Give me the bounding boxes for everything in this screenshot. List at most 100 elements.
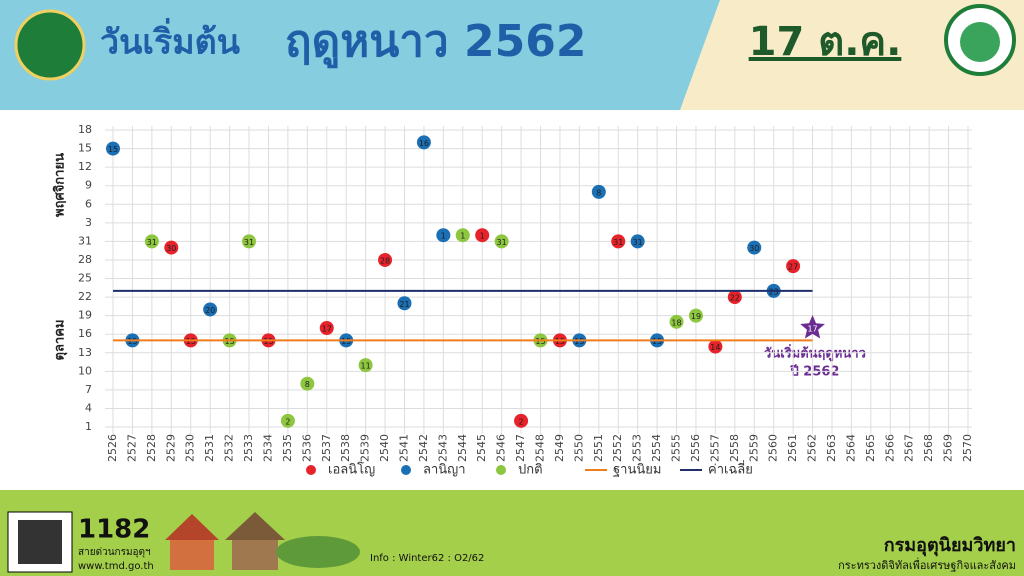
hut-roof: [225, 512, 285, 540]
x-tick-label: 2534: [261, 434, 274, 462]
x-tick-label: 2545: [475, 434, 488, 462]
x-tick-label: 2529: [164, 434, 177, 462]
data-label: 30: [166, 244, 176, 253]
data-label: 1: [480, 232, 485, 241]
y-tick-label: 25: [78, 272, 92, 285]
y-tick-label: 15: [78, 142, 92, 155]
legend-swatch: [401, 465, 411, 475]
website: www.tmd.go.th: [78, 561, 154, 572]
chart-panel: [38, 110, 986, 488]
y-tick-label: 4: [85, 401, 92, 414]
dot: [475, 228, 490, 243]
legend-swatch: [306, 465, 316, 475]
data-label: 15: [108, 145, 118, 154]
x-tick-label: 2567: [903, 434, 916, 462]
y-tick-label: 16: [78, 327, 92, 340]
data-label: 21: [399, 300, 409, 309]
legend-label: ฐานนิยม: [613, 463, 661, 478]
house-roof: [165, 514, 219, 540]
bushes: [276, 536, 360, 568]
y-tick-label: 31: [78, 234, 92, 247]
y-tick-label: 10: [78, 364, 92, 377]
data-label: 16: [419, 139, 429, 148]
title-main: ฤดูหนาว 2562: [285, 16, 587, 68]
x-tick-label: 2540: [378, 434, 391, 462]
dot: [514, 413, 529, 428]
dot: [280, 413, 295, 428]
legend-label: ปกติ: [518, 463, 543, 478]
y-tick-label: 22: [78, 290, 92, 303]
x-tick-label: 2548: [534, 434, 547, 462]
qr-pattern: [18, 520, 62, 564]
hotline-label: สายด่วนกรมอุตุฯ: [78, 547, 151, 558]
x-tick-label: 2560: [767, 434, 780, 462]
dot: [494, 234, 509, 249]
x-tick-label: 2543: [436, 434, 449, 462]
y-tick-label: 9: [85, 179, 92, 192]
dot: [688, 308, 703, 323]
data-label: 8: [596, 188, 601, 197]
y-tick-label: 18: [78, 123, 92, 136]
dot: [436, 228, 451, 243]
x-tick-label: 2561: [786, 434, 799, 462]
data-label: 31: [613, 238, 623, 247]
data-label: 27: [788, 263, 798, 272]
data-label: 8: [305, 380, 310, 389]
x-tick-label: 2562: [806, 434, 819, 462]
x-tick-label: 2533: [242, 434, 255, 462]
x-tick-label: 2555: [670, 434, 683, 462]
x-tick-label: 2558: [728, 434, 741, 462]
y-tick-label: 6: [85, 197, 92, 210]
x-tick-label: 2530: [184, 434, 197, 462]
dot: [397, 296, 412, 311]
data-label: 2: [519, 417, 524, 426]
dot: [164, 240, 179, 255]
data-label: 11: [361, 362, 371, 371]
x-tick-label: 2556: [689, 434, 702, 462]
x-tick-label: 2549: [553, 434, 566, 462]
x-tick-label: 2538: [339, 434, 352, 462]
x-tick-label: 2551: [592, 434, 605, 462]
ministry-logo: [14, 9, 86, 81]
data-label: 28: [380, 256, 390, 265]
dot: [669, 314, 684, 329]
x-tick-label: 2554: [650, 434, 663, 462]
dot: [378, 252, 393, 267]
date: 17 ต.ค.: [749, 19, 902, 65]
x-tick-label: 2544: [456, 434, 469, 462]
header-bg-left: [0, 0, 720, 110]
data-label: 17: [322, 325, 332, 334]
x-tick-label: 2552: [611, 434, 624, 462]
y-tick-label: 7: [85, 383, 92, 396]
x-tick-label: 2557: [708, 434, 721, 462]
x-tick-label: 2535: [281, 434, 294, 462]
x-tick-label: 2528: [145, 434, 158, 462]
hut: [232, 540, 278, 570]
x-tick-label: 2566: [883, 434, 896, 462]
data-label: 2: [285, 417, 290, 426]
y-tick-label: 3: [85, 216, 92, 229]
star-marker: [800, 315, 825, 339]
dot: [455, 228, 470, 243]
dot: [727, 290, 742, 305]
dot: [630, 234, 645, 249]
dot: [203, 302, 218, 317]
info: Info : Winter62 : O2/62: [370, 553, 484, 564]
org-name: กรมอุตุนิยมวิทยา: [884, 535, 1016, 557]
dot: [358, 358, 373, 373]
x-tick-label: 2550: [572, 434, 585, 462]
data-label: 22: [730, 294, 740, 303]
x-tick-label: 2563: [825, 434, 838, 462]
x-tick-label: 2537: [320, 434, 333, 462]
dot: [786, 259, 801, 274]
legend-label: ค่าเฉลี่ย: [708, 461, 753, 478]
x-tick-label: 2570: [961, 434, 974, 462]
data-label: 31: [244, 238, 254, 247]
y-tick-label: 19: [78, 309, 92, 322]
x-tick-label: 2564: [844, 434, 857, 462]
x-tick-label: 2532: [223, 434, 236, 462]
data-label: 31: [147, 238, 157, 247]
legend-label: เอลนิโญ: [328, 462, 375, 478]
title-prefix: วันเริ่มต้น: [100, 18, 240, 63]
